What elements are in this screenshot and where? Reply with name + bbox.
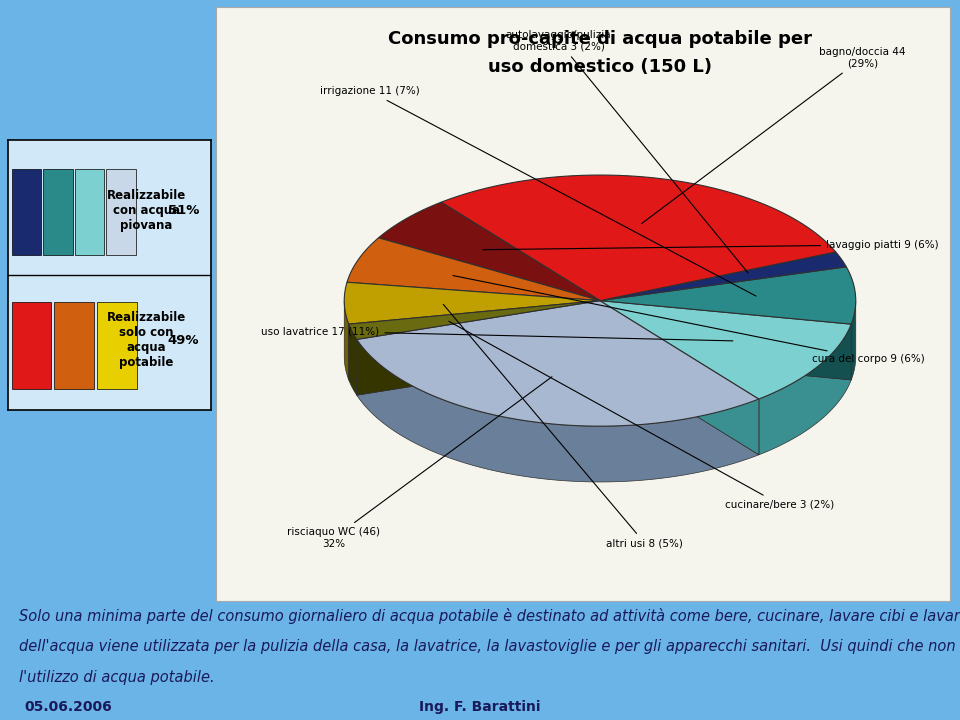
Bar [75,168,105,255]
Text: 51%: 51% [168,204,199,217]
Text: Realizzabile
solo con
acqua
potabile: Realizzabile solo con acqua potabile [107,311,185,369]
Text: altri usi 8 (5%): altri usi 8 (5%) [444,305,684,549]
Text: cura del corpo 9 (6%): cura del corpo 9 (6%) [453,276,924,364]
Polygon shape [345,282,600,324]
Text: 49%: 49% [167,333,199,347]
Polygon shape [600,301,852,399]
Polygon shape [600,301,758,455]
Text: lavaggio piatti 9 (6%): lavaggio piatti 9 (6%) [483,240,939,250]
Bar [55,302,94,389]
Polygon shape [357,301,600,395]
Polygon shape [600,301,852,380]
Text: uso lavatrice 17 (11%): uso lavatrice 17 (11%) [261,326,732,341]
Polygon shape [600,301,852,380]
Polygon shape [600,252,847,301]
Polygon shape [348,301,600,380]
Bar [12,168,41,255]
Bar [97,302,137,389]
Text: autolavaggio/pulizia
domestica 3 (2%): autolavaggio/pulizia domestica 3 (2%) [506,30,748,273]
Text: 05.06.2006: 05.06.2006 [24,701,111,714]
Text: bagno/doccia 44
(29%): bagno/doccia 44 (29%) [641,47,906,223]
Bar [12,302,52,389]
Polygon shape [357,339,758,482]
Text: Solo una minima parte del consumo giornaliero di acqua potabile è destinato ad a: Solo una minima parte del consumo giorna… [19,608,960,624]
Polygon shape [378,202,600,301]
Polygon shape [442,175,836,301]
Text: Realizzabile
con acqua
piovana: Realizzabile con acqua piovana [107,189,185,232]
Text: uso domestico (150 L): uso domestico (150 L) [488,58,712,76]
Polygon shape [348,324,357,395]
Polygon shape [345,301,348,380]
Text: cucinare/bere 3 (2%): cucinare/bere 3 (2%) [449,321,834,509]
Polygon shape [758,324,852,455]
Text: l'utilizzo di acqua potabile.: l'utilizzo di acqua potabile. [19,670,215,685]
Polygon shape [852,301,855,380]
Polygon shape [348,301,600,380]
Polygon shape [347,238,600,301]
Polygon shape [357,301,600,395]
Polygon shape [600,301,758,455]
Text: irrigazione 11 (7%): irrigazione 11 (7%) [320,86,756,296]
Text: Ing. F. Barattini: Ing. F. Barattini [420,701,540,714]
Text: Consumo pro-capite di acqua potabile per: Consumo pro-capite di acqua potabile per [388,30,812,48]
Polygon shape [357,301,758,426]
Text: risciaquo WC (46)
32%: risciaquo WC (46) 32% [287,377,552,549]
Polygon shape [600,267,855,324]
Text: dell'acqua viene utilizzata per la pulizia della casa, la lavatrice, la lavastov: dell'acqua viene utilizzata per la puliz… [19,639,960,654]
Bar [107,168,136,255]
Polygon shape [348,301,600,339]
Bar [43,168,73,255]
